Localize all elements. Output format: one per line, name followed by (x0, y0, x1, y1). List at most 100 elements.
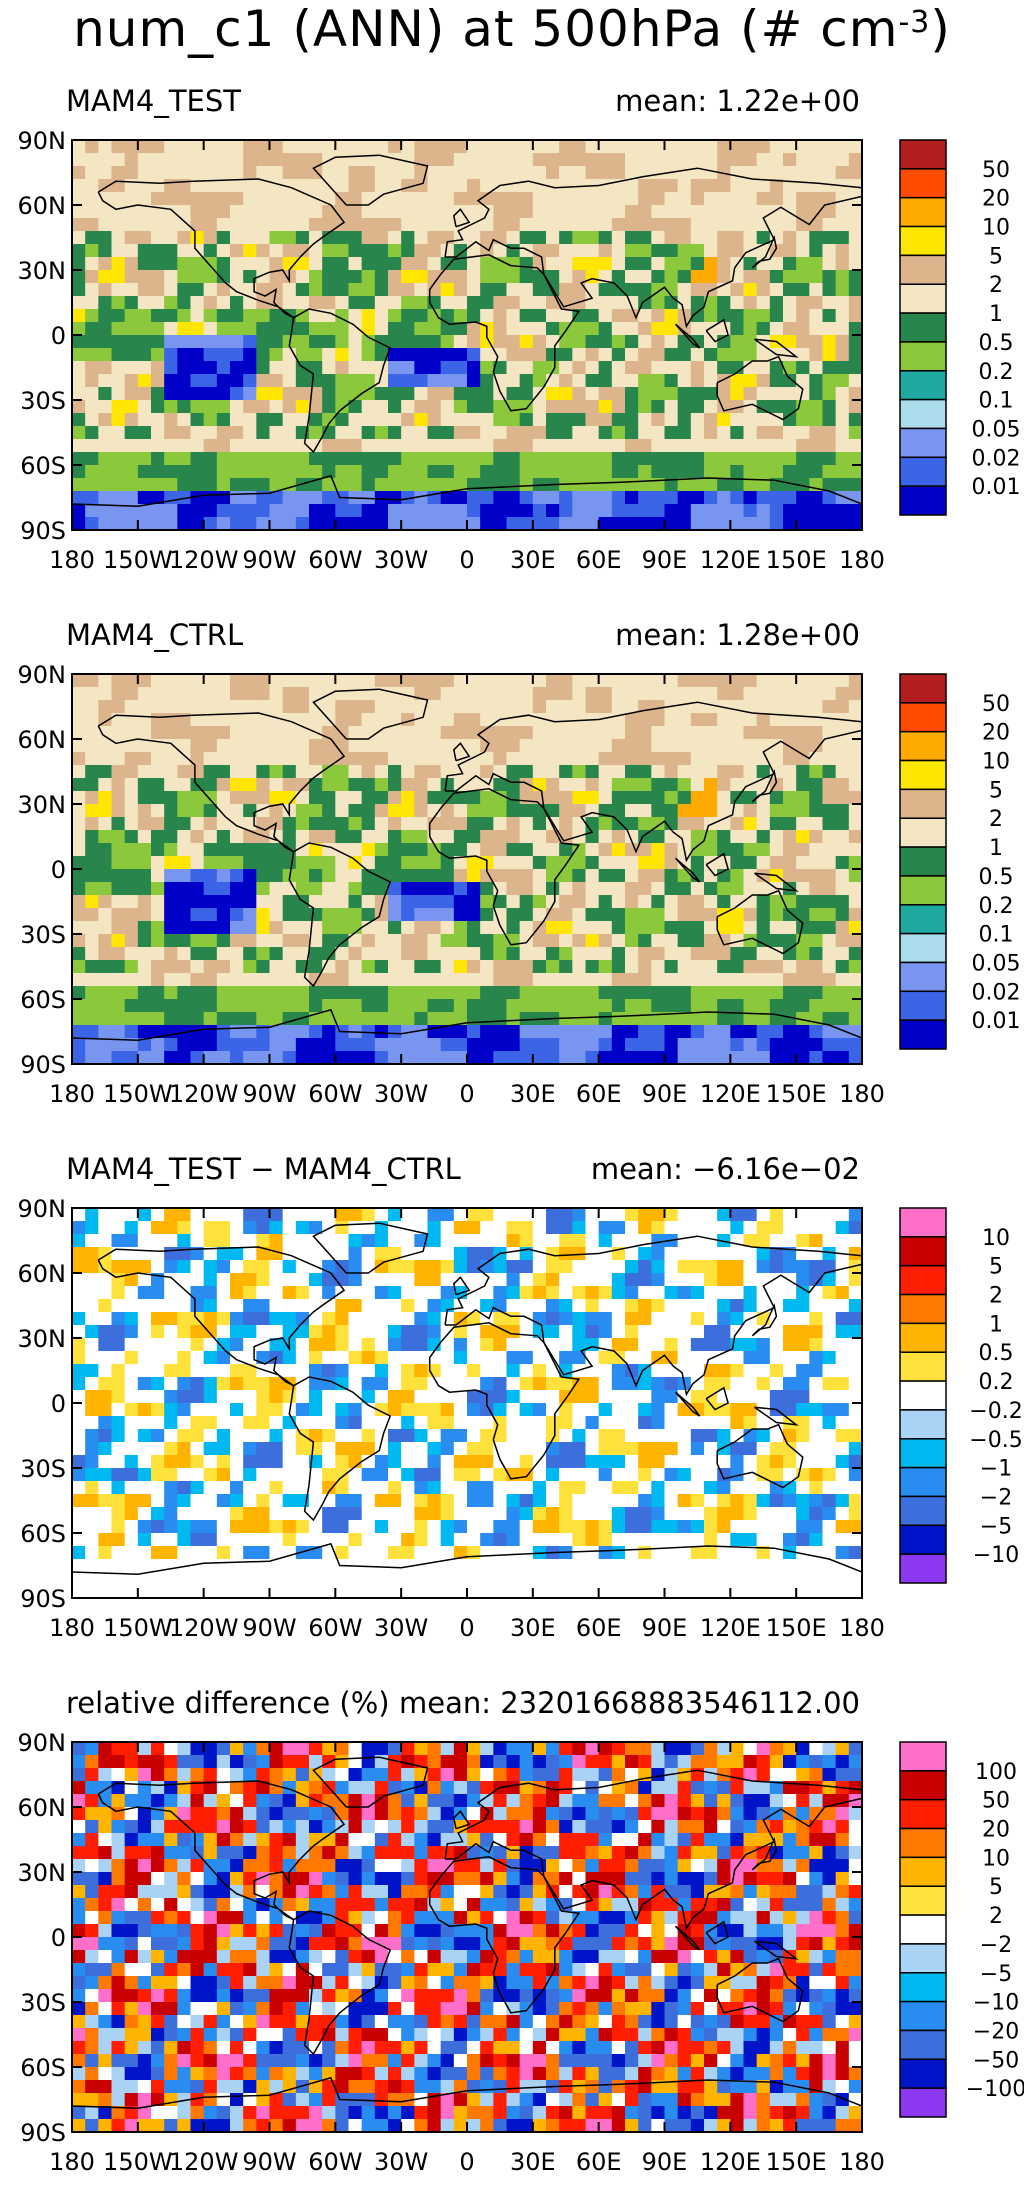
heatmap-cell (467, 140, 481, 154)
heatmap-cell (599, 1325, 613, 1339)
heatmap-cell (638, 765, 652, 779)
heatmap-cell (98, 361, 112, 375)
heatmap-cell (744, 843, 758, 857)
heatmap-cell (665, 1208, 679, 1222)
heatmap-cell (704, 791, 718, 805)
heatmap-cell (335, 361, 349, 375)
colorbar-box (900, 313, 946, 342)
heatmap-cell (507, 947, 521, 961)
heatmap-cell (428, 999, 442, 1013)
heatmap-cell (599, 986, 613, 1000)
heatmap-cell (283, 778, 297, 792)
heatmap-cell (85, 166, 99, 180)
heatmap-cell (836, 400, 850, 414)
heatmap-cell (217, 478, 231, 492)
heatmap-cell (270, 856, 284, 870)
heatmap-cell (151, 1338, 165, 1352)
heatmap-cell (177, 765, 191, 779)
heatmap-cell (730, 153, 744, 167)
lat-tick-label: 0 (51, 322, 66, 350)
heatmap-cell (151, 478, 165, 492)
heatmap-cell (599, 309, 613, 323)
heatmap-cell (493, 1455, 507, 1469)
heatmap-cell (125, 1442, 139, 1456)
heatmap-cell (599, 244, 613, 258)
heatmap-cell (428, 374, 442, 388)
heatmap-cell (217, 856, 231, 870)
heatmap-cell (401, 374, 415, 388)
heatmap-cell (533, 817, 547, 831)
heatmap-cell (612, 205, 626, 219)
heatmap-cell (72, 778, 86, 792)
heatmap-cell (796, 1390, 810, 1404)
heatmap-cell (836, 1416, 850, 1430)
heatmap-cell (533, 856, 547, 870)
heatmap-cell (704, 921, 718, 935)
heatmap-cell (256, 1325, 270, 1339)
heatmap-cell (217, 465, 231, 479)
heatmap-cell (520, 166, 534, 180)
heatmap-cell (757, 413, 771, 427)
heatmap-cell (256, 244, 270, 258)
heatmap-cell (507, 895, 521, 909)
heatmap-cell (586, 1429, 600, 1443)
heatmap-cell (520, 1273, 534, 1287)
heatmap-cell (296, 335, 310, 349)
heatmap-cell (717, 986, 731, 1000)
heatmap-cell (138, 674, 152, 688)
heatmap-cell (757, 1025, 771, 1039)
heatmap-cell (164, 374, 178, 388)
heatmap-cell (651, 1390, 665, 1404)
heatmap-cell (164, 1273, 178, 1287)
heatmap-cell (612, 999, 626, 1013)
heatmap-cell (230, 1403, 244, 1417)
heatmap-cell (164, 465, 178, 479)
heatmap-cell (362, 413, 376, 427)
heatmap-cell (533, 947, 547, 961)
heatmap-cell (177, 1442, 191, 1456)
heatmap-cell (849, 1208, 863, 1222)
heatmap-cell (335, 674, 349, 688)
heatmap-cell (151, 335, 165, 349)
heatmap-cell (428, 947, 442, 961)
heatmap-cell (533, 726, 547, 740)
heatmap-cell (428, 869, 442, 883)
heatmap-cell (164, 426, 178, 440)
heatmap-cell (177, 1038, 191, 1052)
heatmap-cell (796, 869, 810, 883)
heatmap-cell (191, 934, 205, 948)
heatmap-cell (362, 218, 376, 232)
heatmap-cell (849, 882, 863, 896)
heatmap-cell (546, 921, 560, 935)
heatmap-cell (493, 830, 507, 844)
heatmap-cell (520, 1325, 534, 1339)
lon-tick-label: 0 (459, 546, 474, 574)
heatmap-cell (243, 153, 257, 167)
heatmap-cell (493, 400, 507, 414)
heatmap-cell (349, 270, 363, 284)
heatmap-cell (493, 921, 507, 935)
heatmap-cell (823, 400, 837, 414)
heatmap-cell (322, 1364, 336, 1378)
heatmap-cell (270, 1208, 284, 1222)
heatmap-cell (493, 387, 507, 401)
heatmap-cell (151, 1364, 165, 1378)
heatmap-cell (730, 1403, 744, 1417)
heatmap-cell (559, 674, 573, 688)
heatmap-cell (388, 726, 402, 740)
heatmap-cell (349, 1221, 363, 1235)
heatmap-cell (283, 908, 297, 922)
heatmap-cell (586, 1403, 600, 1417)
heatmap-cell (599, 1312, 613, 1326)
heatmap-cell (138, 895, 152, 909)
heatmap-cell (612, 1012, 626, 1026)
heatmap-cell (520, 674, 534, 688)
heatmap-cell (125, 1403, 139, 1417)
heatmap-cell (533, 153, 547, 167)
heatmap-cell (520, 387, 534, 401)
heatmap-cell (638, 674, 652, 688)
heatmap-cell (335, 817, 349, 831)
heatmap-cell (283, 1234, 297, 1248)
heatmap-cell (546, 322, 560, 336)
heatmap-cell (375, 1234, 389, 1248)
